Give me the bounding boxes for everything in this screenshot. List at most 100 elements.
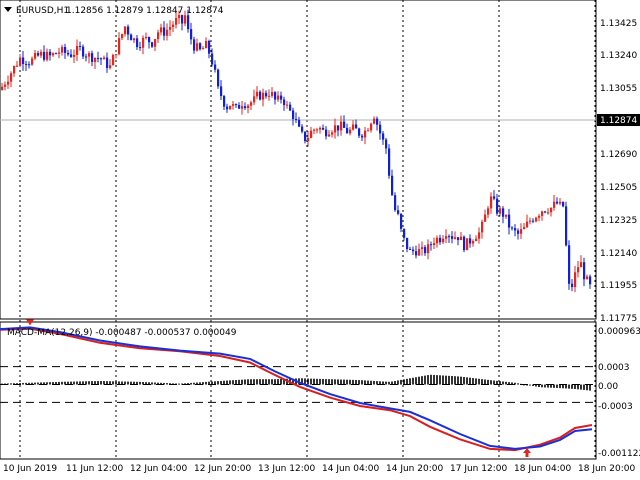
candle-body — [52, 53, 55, 56]
candle-body — [28, 64, 31, 66]
candles — [1, 9, 592, 293]
candle-body — [508, 214, 511, 228]
candle-body — [49, 51, 52, 56]
candle-body — [34, 53, 37, 59]
histogram-bar — [493, 380, 495, 385]
histogram-bar — [352, 379, 354, 385]
candle-body — [178, 15, 181, 19]
candle-body — [421, 247, 424, 250]
candle-body — [520, 229, 523, 234]
candle-body — [292, 110, 295, 119]
price-tick: 1.11775 — [600, 314, 637, 324]
price-tick: 1.12140 — [600, 249, 637, 259]
candle-body — [274, 92, 277, 100]
candle-body — [490, 196, 493, 209]
candle-body — [85, 56, 88, 58]
histogram-bar — [223, 380, 225, 385]
candle-body — [82, 46, 85, 57]
histogram-bar — [4, 383, 6, 385]
price-axis: 1.13425 1.13240 1.13055 1.12690 1.12505 … — [597, 19, 640, 324]
candle-body — [316, 129, 319, 131]
candle-body — [16, 65, 19, 67]
histogram-bar — [541, 384, 543, 388]
histogram-bar — [328, 379, 330, 385]
candle-body — [172, 24, 175, 28]
candle-body — [397, 210, 400, 214]
histogram-bar — [82, 381, 84, 385]
arrow-down-icon — [26, 319, 34, 326]
candle-body — [76, 45, 79, 55]
candle-body — [301, 126, 304, 132]
candle-body — [103, 57, 106, 60]
candle-body — [562, 201, 565, 207]
candle-body — [523, 227, 526, 230]
candle-body — [442, 238, 445, 243]
candle-body — [436, 237, 439, 244]
histogram-bar — [127, 381, 129, 385]
candle-body — [577, 267, 580, 273]
candle-body — [457, 237, 460, 241]
histogram-bar — [28, 382, 30, 385]
time-label: 13 Jun 12:00 — [258, 464, 315, 474]
histogram-bar — [436, 375, 438, 385]
candle-body — [262, 92, 265, 100]
candle-body — [319, 127, 322, 130]
candle-body — [307, 137, 310, 142]
histogram-bar — [103, 381, 105, 385]
histogram-bar — [112, 381, 114, 385]
candle-body — [496, 198, 499, 214]
candle-body — [424, 247, 427, 254]
candle-body — [583, 262, 586, 280]
price-tick: 1.11955 — [600, 281, 637, 291]
candle-body — [445, 236, 448, 239]
histogram-bar — [520, 383, 522, 385]
dropdown-triangle-icon[interactable] — [4, 7, 12, 12]
histogram-bar — [139, 381, 141, 385]
candle-body — [190, 29, 193, 40]
candle-body — [535, 217, 538, 222]
histogram-bar — [454, 376, 456, 385]
candle-body — [451, 236, 454, 239]
candle-body — [40, 51, 43, 56]
indicator-panel[interactable] — [0, 321, 597, 460]
histogram-bar — [178, 383, 180, 385]
candle-body — [205, 40, 208, 49]
histogram-bar — [334, 379, 336, 385]
candle-body — [109, 65, 112, 68]
candle-body — [19, 57, 22, 66]
candle-body — [124, 26, 127, 35]
histogram-bar — [199, 382, 201, 385]
macd-histogram — [1, 374, 591, 391]
histogram-bar — [301, 378, 303, 385]
candle-body — [184, 15, 187, 24]
histogram-bar — [442, 375, 444, 385]
histogram-bar — [451, 376, 453, 385]
arrow-up-icon — [523, 448, 531, 457]
histogram-bar — [553, 384, 555, 388]
histogram-bar — [430, 374, 432, 385]
histogram-bar — [469, 377, 471, 385]
macd-tick: -0.0003 — [598, 402, 633, 412]
candle-body — [328, 134, 331, 137]
histogram-bar — [157, 382, 159, 385]
price-panel[interactable] — [0, 0, 597, 320]
candle-body — [202, 48, 205, 50]
current-price-label: 1.12874 — [600, 116, 637, 126]
histogram-bar — [565, 384, 567, 389]
histogram-bar — [277, 379, 279, 385]
candle-body — [532, 220, 535, 222]
histogram-bar — [583, 384, 585, 390]
histogram-bar — [181, 383, 183, 385]
candle-body — [199, 43, 202, 50]
histogram-bar — [34, 382, 36, 385]
time-label: 10 Jun 2019 — [3, 464, 57, 474]
candle-body — [304, 131, 307, 142]
histogram-bar — [70, 381, 72, 385]
histogram-bar — [391, 381, 393, 385]
candle-body — [130, 34, 133, 41]
candle-body — [208, 40, 211, 54]
histogram-bar — [19, 383, 21, 385]
candle-body — [226, 106, 229, 110]
candle-body — [571, 283, 574, 288]
